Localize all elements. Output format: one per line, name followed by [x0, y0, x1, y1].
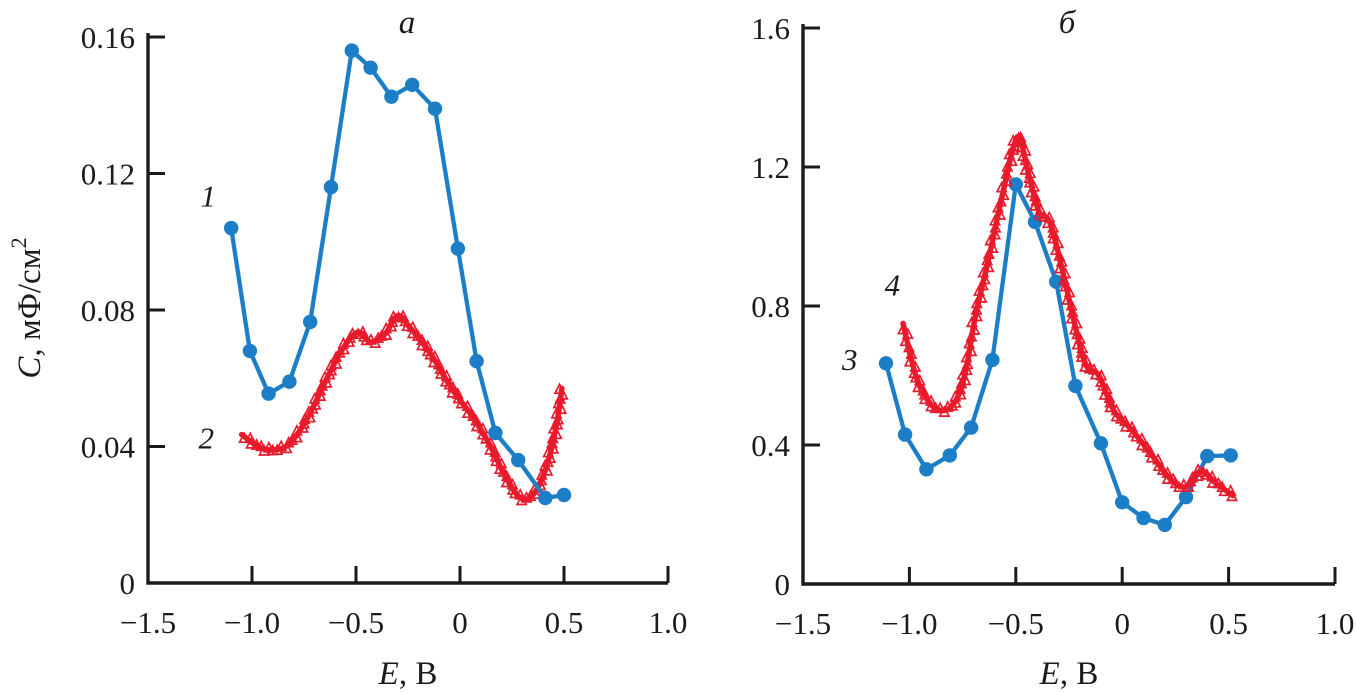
series-1-marker	[261, 386, 276, 401]
series-1-marker	[282, 374, 297, 389]
panel-a-xaxis-label: E, В	[378, 656, 438, 692]
series-3-marker	[919, 462, 934, 477]
series-3-marker	[942, 448, 957, 463]
x-tick-label: 1.0	[1316, 606, 1355, 641]
y-tick-label: 0.12	[81, 157, 135, 192]
series-2-triangle-markers	[238, 309, 569, 506]
series-3-line	[883, 182, 1233, 528]
x-tick-label: −1.5	[120, 605, 176, 640]
series-1-marker	[469, 354, 484, 369]
x-tick-label: 0	[1114, 606, 1130, 641]
series-3-marker	[1008, 177, 1023, 192]
axis-frame	[146, 33, 668, 585]
series-1-marker	[384, 89, 399, 104]
series-3-marker	[1178, 489, 1194, 505]
y-tick-label: 0.8	[751, 289, 790, 324]
series-1-marker	[303, 314, 318, 330]
x-tick-label: −1.0	[224, 605, 280, 640]
curve-label-3: 3	[841, 342, 858, 377]
panel-b-xaxis-label: E, В	[1039, 656, 1099, 692]
series-1-marker	[224, 220, 239, 236]
y-tick-label: 1.6	[751, 11, 790, 46]
y-tick-label: 0.16	[81, 20, 135, 55]
y-tick-label: 0.4	[751, 428, 790, 463]
series-1-marker	[323, 179, 339, 195]
series-1-marker	[427, 101, 443, 116]
series-3-marker	[1068, 378, 1083, 394]
series-1-marker	[511, 452, 526, 468]
x-tick-label: −0.5	[328, 605, 384, 640]
series-1-line	[229, 48, 567, 501]
y-tick-label: 0	[775, 567, 791, 602]
series-1-marker	[405, 77, 420, 93]
series-3-marker	[897, 427, 913, 442]
axis-frame	[801, 24, 1335, 586]
series-3-marker	[1115, 495, 1130, 510]
y-tick-label: 0.08	[81, 293, 135, 328]
series-3-marker	[1136, 510, 1151, 526]
series-1-marker	[538, 490, 553, 506]
panel-b: б E, В −1.5 −1.0 −0.5 0 0.5 1.0 0 0.4 0.8 1.2 1.6 3…	[751, 5, 1354, 692]
curve-label-2: 2	[198, 421, 214, 456]
y-tick-label: 0	[120, 566, 136, 601]
curve-label-1: 1	[201, 179, 217, 214]
panel-a-plot-area: −1.5 −1.0 −0.5 0 0.5 1.0 0 0.04 0.08 0.12 0.16 1 2	[81, 20, 688, 640]
series-3-marker	[1223, 448, 1238, 463]
panel-b-title: б	[1059, 5, 1077, 41]
panel-b-plot-area: −1.5 −1.0 −0.5 0 0.5 1.0 0 0.4 0.8 1.2 1.6 3 4	[751, 11, 1354, 641]
series-2-band	[238, 312, 565, 503]
curve-label-4: 4	[885, 268, 901, 303]
series-1-marker	[363, 60, 378, 75]
panel-a-title: а	[399, 5, 416, 41]
x-tick-label: −1.5	[775, 606, 831, 641]
y-tick-label: 0.04	[81, 430, 136, 465]
panel-a-yaxis-label: C, мФ/см2	[6, 237, 48, 378]
x-tick-label: 0.5	[1209, 606, 1248, 641]
series-3-marker	[985, 352, 1000, 368]
series-1-marker	[450, 241, 466, 256]
x-tick-label: 0	[452, 605, 468, 640]
series-3-marker	[1157, 517, 1173, 533]
series-1-marker	[556, 487, 572, 503]
x-tick-label: 1.0	[649, 605, 688, 640]
series-1-marker	[344, 43, 359, 58]
x-tick-label: 0.5	[545, 605, 584, 640]
series-3-marker	[1200, 448, 1215, 464]
x-tick-label: −0.5	[988, 606, 1044, 641]
series-4-triangle-markers	[897, 130, 1238, 502]
y-tick-label: 1.2	[751, 150, 790, 185]
series-1-marker	[242, 343, 258, 359]
series-3-marker	[878, 356, 894, 371]
panel-a: а E, В C, мФ/см2 −1.5 −1.0 −0.5 0 0.5 1.0 0 0.0…	[6, 5, 687, 692]
x-tick-label: −1.0	[881, 606, 937, 641]
series-1-marker	[488, 425, 503, 441]
series-3-marker	[963, 420, 979, 435]
series-3-marker	[1093, 436, 1109, 451]
